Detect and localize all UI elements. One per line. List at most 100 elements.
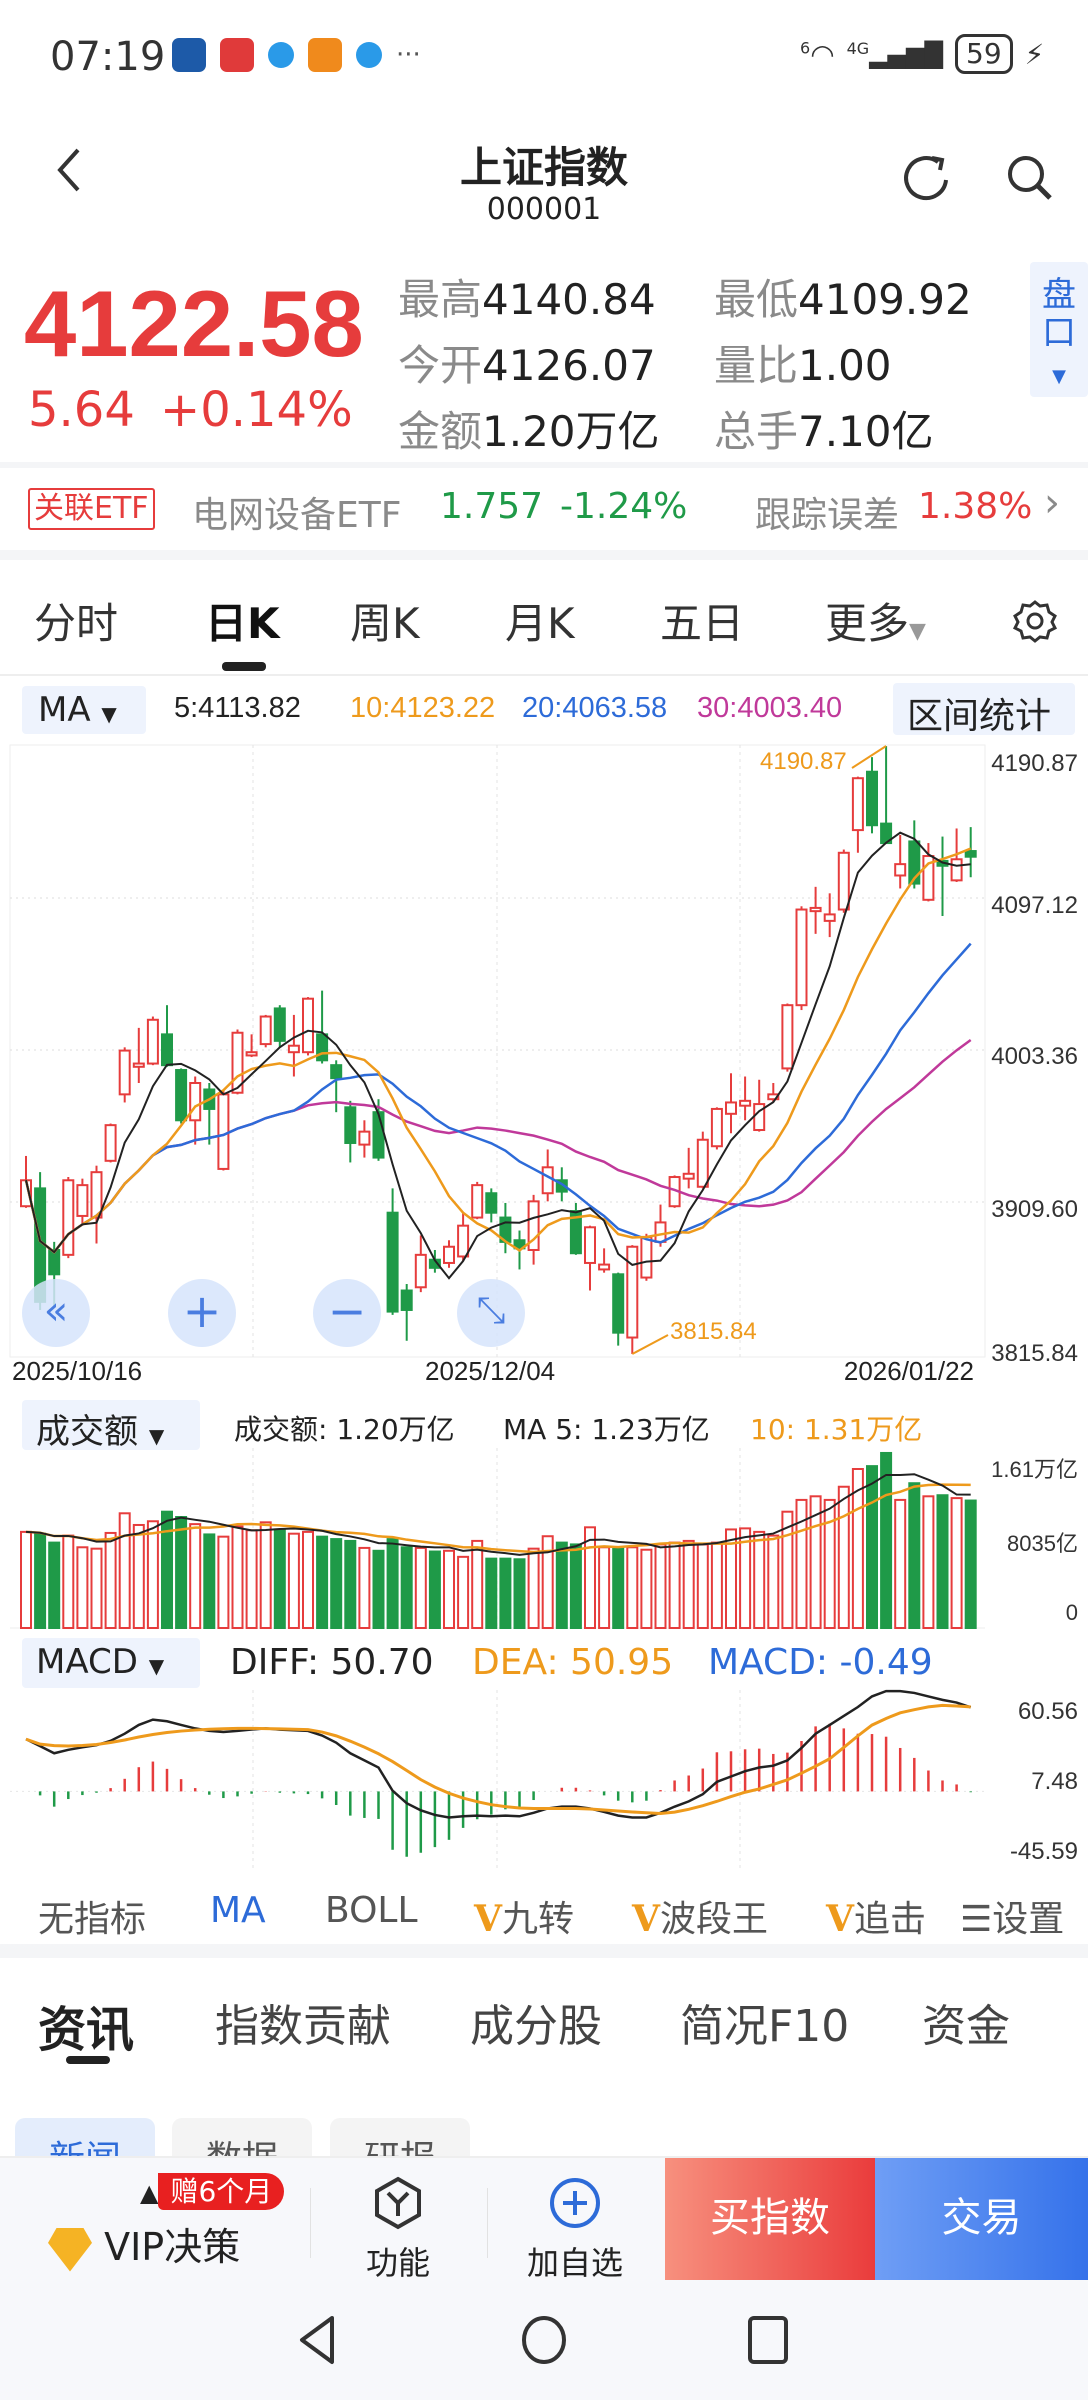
volume-bar [414, 1546, 427, 1629]
buy-index-button[interactable]: 买指数 [665, 2158, 875, 2282]
stat-amount: 金额1.20万亿 [398, 398, 660, 459]
tab-news[interactable]: 资讯 [38, 2002, 135, 2058]
volume-ma10: 10: 1.31万亿 [750, 1413, 923, 1446]
tab-daily-k[interactable]: 日K [205, 599, 280, 648]
related-etf-row[interactable]: 关联ETF 电网设备ETF 1.757 -1.24% 跟踪误差 1.38% › [0, 468, 1088, 550]
volume-bar [725, 1528, 737, 1630]
settings-icon: ☰ [960, 1899, 993, 1940]
charging-icon: ⚡ [1024, 37, 1045, 71]
volume-axis-label: 8035亿 [1007, 1531, 1078, 1556]
vip-label: VIP决策 [104, 2225, 241, 2269]
signal-icon: 4G▂▄▆█ [846, 39, 944, 69]
tab-monthly-k[interactable]: 月K [505, 599, 575, 648]
search-button[interactable] [1002, 150, 1058, 210]
volume-bar [273, 1528, 286, 1630]
indicator-boll[interactable]: BOLL [325, 1890, 418, 1931]
candle-body [189, 1081, 202, 1122]
volume-bar [499, 1557, 512, 1629]
stat-value: 4109.92 [798, 275, 972, 324]
fullscreen-button[interactable]: ⤡ [457, 1279, 525, 1347]
nav-recents-button[interactable] [746, 2314, 790, 2366]
related-etf-tag: 关联ETF [28, 488, 155, 530]
tab-index-contribution[interactable]: 指数贡献 [215, 2001, 391, 2052]
volume-bar [302, 1530, 314, 1630]
zoom-in-button[interactable]: + [168, 1279, 236, 1347]
volume-axis-label: 0 [1065, 1600, 1078, 1625]
indicator-ma[interactable]: MA [210, 1890, 266, 1931]
back-button[interactable] [50, 140, 100, 200]
stat-high: 最高4140.84 [398, 266, 656, 327]
max-price-annotation: 4190.87 [760, 748, 847, 775]
macd-selector[interactable]: MACD ▼ [22, 1638, 200, 1688]
candle-body [330, 1064, 343, 1080]
tab-more[interactable]: 更多▼ [825, 590, 926, 651]
candle-body [851, 777, 864, 832]
candle-body [457, 1224, 470, 1258]
stat-value: 7.10亿 [798, 407, 934, 456]
candle-body [62, 1179, 75, 1256]
tab-weekly-k[interactable]: 周K [350, 599, 420, 648]
tracking-error-value: 1.38% [918, 486, 1033, 527]
chart-settings-button[interactable] [1010, 596, 1060, 650]
range-stats-button[interactable]: 区间统计 [893, 683, 1075, 737]
ma-selector[interactable]: MA ▼ [22, 686, 146, 734]
volume-bar [710, 1541, 723, 1629]
refresh-button[interactable] [898, 150, 954, 210]
indicator-none[interactable]: 无指标 [38, 1899, 147, 1940]
volume-bar [358, 1546, 371, 1629]
candle-body [837, 851, 850, 911]
tab-intraday[interactable]: 分时 [34, 599, 119, 648]
nav-back-button[interactable] [296, 2314, 340, 2366]
vip-decision-button[interactable]: VIP决策 [48, 2224, 240, 2272]
volume-bar [189, 1523, 202, 1630]
tab-funds[interactable]: 资金 [922, 2001, 1010, 2052]
trade-button[interactable]: 交易 [875, 2158, 1088, 2282]
volume-indicator-selector[interactable]: 成交额 ▼ [22, 1400, 200, 1452]
order-book-tab[interactable]: 盘口 ▼ [1030, 262, 1088, 397]
tab-constituents[interactable]: 成分股 [470, 2001, 602, 2052]
stat-label: 量比 [714, 341, 799, 390]
volume-bar [922, 1495, 935, 1629]
battery-icon: 59 [955, 34, 1013, 74]
volume-bar [90, 1547, 103, 1630]
vip-v-icon: V [826, 1898, 854, 1940]
volume-bar [640, 1548, 653, 1630]
volume-bar [795, 1498, 808, 1629]
candle-body [725, 1101, 737, 1115]
macd-diff: DIFF: 50.70 [230, 1642, 434, 1683]
volume-bar [344, 1539, 357, 1630]
macd-axis-label: 7.48 [1031, 1768, 1078, 1795]
tab-five-day[interactable]: 五日 [660, 599, 745, 648]
indicator-nine-turn[interactable]: V九转 [474, 1898, 574, 1940]
zoom-out-button[interactable]: − [313, 1279, 381, 1347]
caret-down-icon: ▼ [148, 1424, 165, 1448]
indicator-settings[interactable]: ☰设置 [956, 1886, 1088, 1942]
page-title: 上证指数 [459, 143, 628, 192]
refresh-icon [904, 156, 948, 201]
ma5-line [25, 831, 971, 1280]
candle-body [964, 850, 977, 858]
status-icons: 6◠ 4G▂▄▆█ 59 ⚡ [800, 34, 1044, 74]
scroll-left-button[interactable]: « [22, 1279, 90, 1347]
indicator-wave-king[interactable]: V波段王 [632, 1898, 768, 1940]
candle-body [231, 1031, 244, 1094]
functions-button[interactable]: 功能 [348, 2176, 448, 2284]
volume-bar [132, 1523, 145, 1629]
macd-axis-label: -45.59 [1009, 1838, 1078, 1865]
candle-body [696, 1138, 709, 1188]
candle-body [386, 1211, 399, 1313]
volume-bar [908, 1482, 921, 1629]
indicator-chase[interactable]: V追击 [826, 1898, 926, 1940]
chevron-right-icon: › [1044, 480, 1060, 526]
stat-label: 金额 [398, 407, 483, 456]
tab-f10[interactable]: 简况F10 [680, 2001, 850, 2052]
candle-body [584, 1226, 596, 1264]
candle-body [104, 1124, 117, 1162]
max-annotation-leader [851, 745, 887, 769]
nav-home-button[interactable] [520, 2314, 568, 2366]
kline-chart[interactable] [0, 740, 1088, 1880]
volume-bar [118, 1512, 131, 1629]
ma10-line [24, 847, 972, 1254]
add-watchlist-button[interactable]: 加自选 [515, 2176, 635, 2284]
candle-body [287, 1044, 300, 1054]
